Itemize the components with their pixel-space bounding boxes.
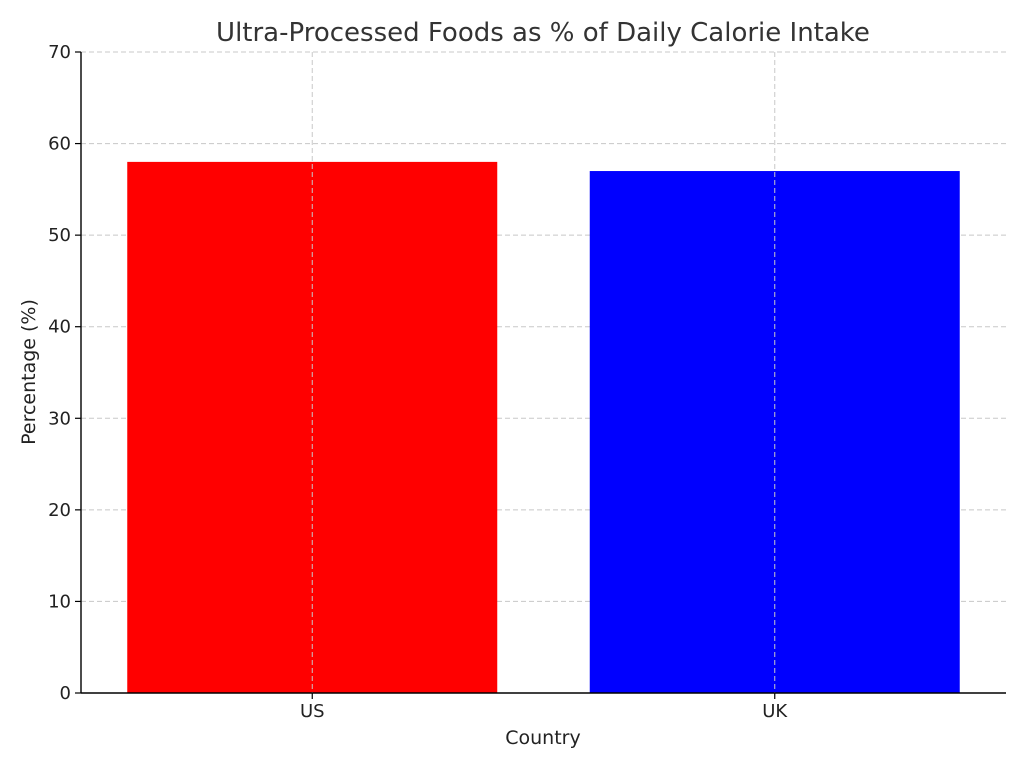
x-tick-label: UK xyxy=(762,701,788,722)
axes xyxy=(75,51,1006,699)
bars xyxy=(127,161,960,694)
x-tick-label: US xyxy=(300,701,325,722)
y-tick-label: 60 xyxy=(48,134,71,155)
y-tick-label: 20 xyxy=(48,500,71,521)
vertical-grid xyxy=(311,52,776,693)
y-tick-label: 70 xyxy=(48,42,71,63)
x-axis-label: Country xyxy=(505,727,580,749)
tick-labels: 0 10 20 30 40 50 60 70 US UK xyxy=(48,42,788,722)
y-tick-label: 30 xyxy=(48,408,71,429)
y-tick-label: 10 xyxy=(48,591,71,612)
y-tick-label: 0 xyxy=(60,683,71,704)
y-tick-label: 40 xyxy=(48,317,71,338)
y-tick-label: 50 xyxy=(48,225,71,246)
y-axis-label: Percentage (%) xyxy=(18,299,40,445)
chart-title: Ultra-Processed Foods as % of Daily Calo… xyxy=(216,18,870,48)
